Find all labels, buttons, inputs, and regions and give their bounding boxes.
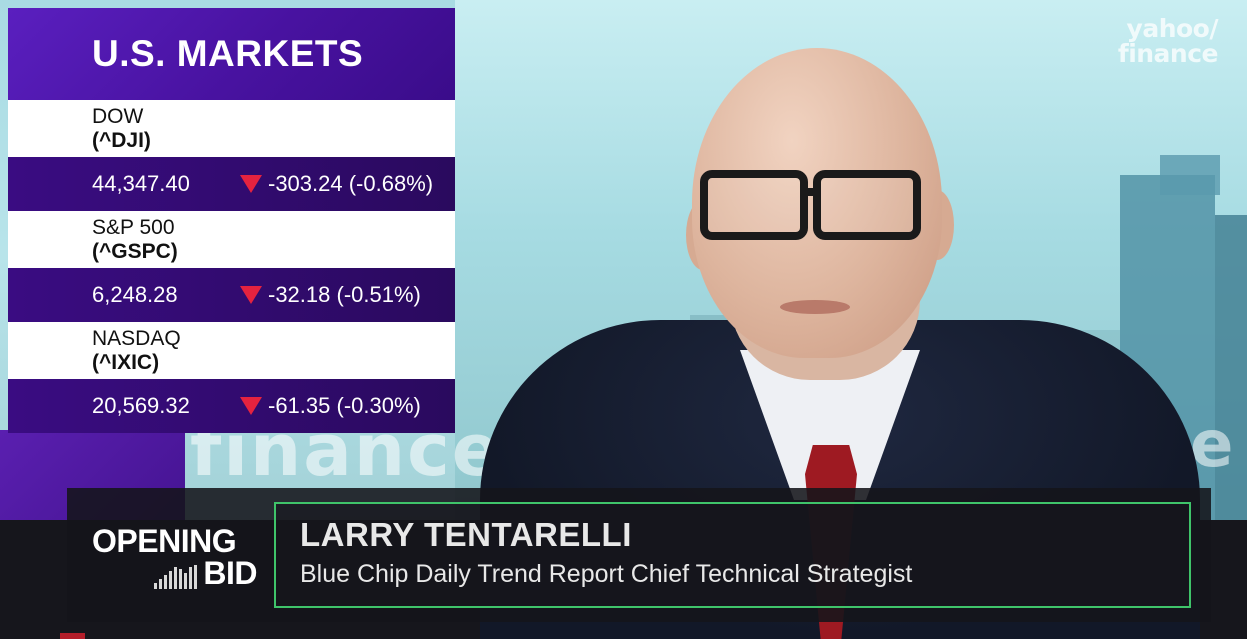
index-change: -32.18 (-0.51%) [268,282,421,307]
index-price: 6,248.28 [92,282,178,307]
progress-accent [60,633,85,639]
index-name-nasdaq: NASDAQ (^IXIC) [8,322,455,379]
index-price: 44,347.40 [92,171,190,196]
index-symbol: (^IXIC) [92,351,160,374]
down-arrow-icon [240,397,262,415]
index-name: NASDAQ [92,327,181,350]
yahoo-finance-logo: yahoo/ finance [1088,14,1219,68]
index-price: 20,569.32 [92,393,190,418]
index-name-dow: DOW (^DJI) [8,100,455,157]
index-change: -303.24 (-0.68%) [268,171,434,196]
markets-title: U.S. MARKETS [92,33,364,74]
glasses-bridge [802,188,818,196]
index-value-sp500: 6,248.28 -32.18 (-0.51%) [8,268,455,322]
audio-bars-icon [154,563,199,589]
background-building [1215,215,1247,535]
background-building [1160,155,1220,195]
glasses-lens [813,170,921,240]
index-value-nasdaq: 20,569.32 -61.35 (-0.30%) [8,379,455,433]
show-logo: OPENING BID [92,525,257,589]
down-arrow-icon [240,175,262,193]
glasses [688,170,938,248]
index-name: DOW [92,105,144,128]
logo-line2: finance [1117,39,1219,68]
glasses-lens [700,170,808,240]
index-value-dow: 44,347.40 -303.24 (-0.68%) [8,157,455,211]
index-symbol: (^DJI) [92,129,151,152]
down-arrow-icon [240,286,262,304]
index-name-sp500: S&P 500 (^GSPC) [8,211,455,268]
markets-panel: U.S. MARKETS DOW (^DJI) 44,347.40 -303.2… [8,8,455,433]
guest-name: LARRY TENTARELLI [300,516,632,553]
guest-mouth [780,300,850,314]
show-name-line1: OPENING [92,523,237,559]
show-name-line2: BID [203,555,257,591]
markets-header: U.S. MARKETS [8,8,455,100]
index-symbol: (^GSPC) [92,240,178,263]
logo-line1: yahoo/ [1126,14,1219,43]
index-name: S&P 500 [92,216,175,239]
guest-name-box: LARRY TENTARELLI Blue Chip Daily Trend R… [274,502,1191,608]
guest-title: Blue Chip Daily Trend Report Chief Techn… [300,560,913,588]
index-change: -61.35 (-0.30%) [268,393,421,418]
